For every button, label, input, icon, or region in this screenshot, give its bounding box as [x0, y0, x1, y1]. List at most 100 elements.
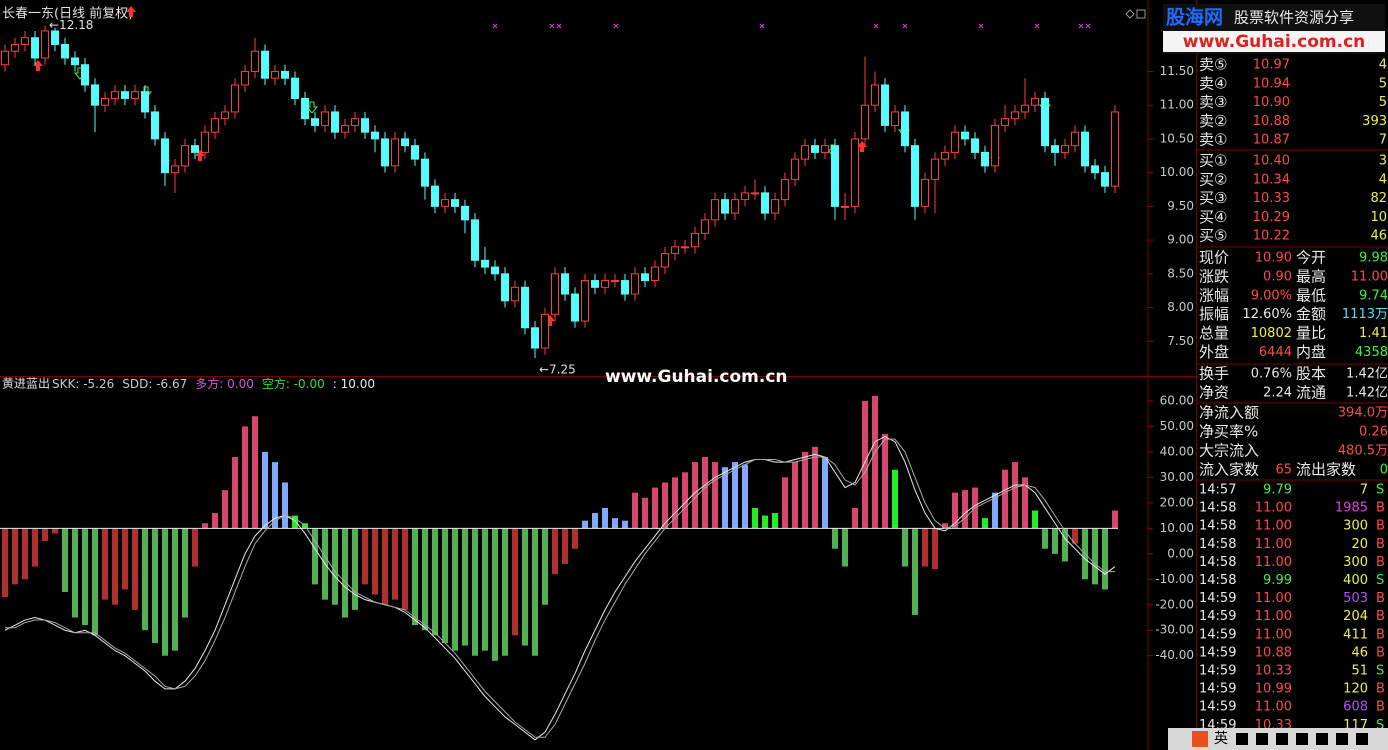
- trade-cell: 14:59: [1199, 700, 1236, 715]
- icon[interactable]: [1136, 9, 1146, 19]
- y-tick-label: 50.00: [1160, 419, 1194, 433]
- y-tick-label: 7.50: [1167, 334, 1194, 348]
- indicator-bar: [592, 513, 598, 529]
- indicator-bar: [602, 507, 608, 529]
- extreme-label: ←7.25: [539, 363, 576, 377]
- indicator-bar: [622, 520, 628, 529]
- chart-title: 长春一东(日线 前复权): [2, 6, 133, 22]
- candle-body: [811, 145, 819, 153]
- taskbar-icon[interactable]: [1256, 733, 1268, 745]
- candle-body: [521, 286, 529, 329]
- quote-value: 6444: [1259, 345, 1292, 360]
- indicator-bar: [732, 462, 738, 529]
- indicator-bar: [1012, 462, 1018, 529]
- candle-body: [921, 178, 929, 207]
- trade-cell: B: [1376, 519, 1385, 534]
- taskbar-icon[interactable]: [1276, 733, 1288, 745]
- candle-body: [361, 118, 369, 133]
- candle-body: [871, 84, 879, 106]
- trade-cell: 11.00: [1255, 501, 1292, 516]
- taskbar-icon[interactable]: [1236, 733, 1248, 745]
- candle-body: [911, 145, 919, 207]
- trade-cell: 14:58: [1199, 537, 1236, 552]
- indicator-bar: [1072, 528, 1078, 544]
- candle-body: [721, 199, 729, 214]
- indicator-bar: [782, 477, 788, 529]
- indicator-bar: [192, 528, 198, 567]
- indicator-bar: [92, 528, 98, 636]
- ime-indicator[interactable]: 英: [1214, 730, 1228, 747]
- candle-body: [981, 151, 989, 167]
- trade-cell: B: [1376, 609, 1385, 624]
- quote-label: 大宗流入: [1199, 442, 1259, 460]
- candle-body: [691, 232, 699, 248]
- order-label: 买③: [1199, 189, 1227, 207]
- order-price: 10.22: [1253, 229, 1290, 244]
- indicator-bar: [62, 528, 68, 593]
- quote-label: 流通: [1296, 384, 1326, 402]
- quote-value: 0.90: [1263, 269, 1292, 284]
- candle-body: [1031, 97, 1039, 106]
- candle-body: [471, 219, 479, 261]
- indicator-bar: [502, 528, 508, 656]
- taskbar-icon[interactable]: [1296, 733, 1308, 745]
- taskbar-icon[interactable]: [1336, 733, 1348, 745]
- indicator-title: 黄进蓝出: [2, 377, 50, 391]
- candle-body: [1041, 97, 1049, 147]
- indicator-bar: [942, 523, 948, 529]
- candle-body: [781, 178, 789, 201]
- candle-body: [41, 30, 49, 59]
- indicator-bar: [542, 528, 548, 605]
- trade-cell: 10.99: [1255, 682, 1292, 697]
- order-price: 10.87: [1253, 133, 1290, 148]
- indicator-bar: [242, 426, 248, 529]
- quote-label: 净买率%: [1199, 423, 1258, 441]
- indicator-bar: [182, 528, 188, 618]
- icon[interactable]: [1125, 9, 1135, 19]
- quote-label: 现价: [1199, 249, 1229, 267]
- candle-body: [961, 131, 969, 140]
- indicator-bar: [482, 528, 488, 651]
- trade-cell: 14:58: [1199, 555, 1236, 570]
- y-tick-label: 9.50: [1167, 199, 1194, 213]
- order-price: 10.88: [1253, 114, 1290, 129]
- trade-cell: 14:59: [1199, 664, 1236, 679]
- indicator-bar: [102, 528, 108, 600]
- candle-body: [511, 286, 519, 302]
- candle-body: [421, 158, 429, 187]
- candle-body: [731, 199, 739, 214]
- trade-cell: 11.00: [1255, 519, 1292, 534]
- candle-body: [351, 118, 359, 126]
- indicator-bar: [1032, 510, 1038, 529]
- taskbar-icon[interactable]: [1356, 733, 1368, 745]
- trade-cell: 1985: [1335, 501, 1368, 516]
- trade-cell: 10.33: [1255, 664, 1292, 679]
- candle-body: [841, 205, 849, 208]
- indicator-bar: [832, 528, 838, 549]
- y-tick-label: 8.00: [1167, 300, 1194, 314]
- indicator-bar: [72, 528, 78, 618]
- extreme-label: ←12.18: [49, 18, 93, 32]
- candle-body: [891, 111, 899, 126]
- order-price: 10.34: [1253, 172, 1290, 187]
- quote-label: 股本: [1296, 365, 1326, 383]
- taskbar-icon[interactable]: [1316, 733, 1328, 745]
- candle-body: [701, 219, 709, 234]
- logo-url: www.Guhai.com.cn: [1183, 32, 1366, 52]
- indicator-bar: [1102, 528, 1108, 590]
- logo-url-box: [1163, 31, 1385, 52]
- quote-label: 流入家数: [1199, 461, 1259, 479]
- indicator-bar: [1052, 528, 1058, 554]
- indicator-bar: [572, 528, 578, 549]
- candle-body: [651, 266, 659, 282]
- indicator-bar: [22, 528, 28, 580]
- candle-body: [1001, 118, 1009, 126]
- y-tick-label: -30.00: [1155, 623, 1194, 637]
- quote-label: 总量: [1199, 324, 1229, 342]
- candle-body: [561, 273, 569, 295]
- indicator-bar: [992, 492, 998, 529]
- taskbar-icon[interactable]: [1192, 731, 1208, 747]
- quote-label: 内盘: [1296, 343, 1326, 361]
- order-volume: 7: [1379, 133, 1387, 148]
- candle-body: [681, 246, 689, 249]
